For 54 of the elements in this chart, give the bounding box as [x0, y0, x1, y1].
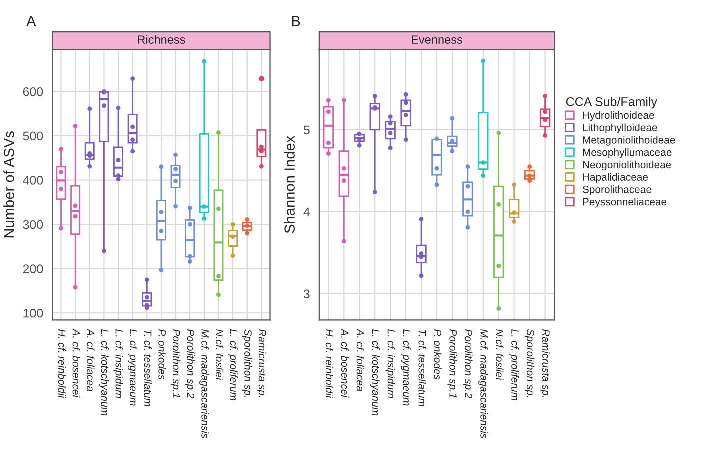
- legend-label: Metagoniolithoideae: [583, 136, 676, 146]
- y-axis-title: Shannon Index: [284, 136, 295, 234]
- y-tick-label: 400: [23, 176, 44, 185]
- y-tick-label: 200: [23, 264, 44, 274]
- x-tick-label: H. cf. reinboldii: [58, 330, 66, 398]
- x-tick-label: L. cf. kotschyanum: [99, 330, 110, 416]
- x-tick-label: A. cf. bosencei: [341, 328, 350, 398]
- chart-title: Richness: [138, 35, 186, 44]
- x-tick-label: Porolithon sp.2: [463, 330, 473, 399]
- legend-label: Neogoniolithoideae: [583, 160, 672, 171]
- x-tick-label: L. cf. insipidum: [386, 330, 396, 398]
- y-axis-title: Number of ASVs: [4, 132, 14, 238]
- x-tick-label: Ramicrusta sp.: [256, 330, 267, 398]
- x-tick-label: Porolithon sp.2: [185, 330, 195, 399]
- legend-label: Peyssonneliaceae: [583, 198, 667, 208]
- x-tick-label: A. cf. foliacea: [356, 328, 364, 392]
- x-tick-label: M.cf. madagascariensis: [200, 330, 210, 438]
- legend-label: Sporolithaceae: [582, 186, 652, 196]
- x-tick-label: L. cf. pygmaeum: [401, 330, 411, 406]
- legend-label: Mesophyllumaceae: [583, 148, 672, 158]
- x-tick-label: Sporolithon sp.: [242, 330, 252, 398]
- chart-title: Evenness: [412, 36, 462, 44]
- x-tick-label: L. cf. pygmaeum: [128, 330, 138, 406]
- x-tick-label: Porolithon sp.1: [448, 330, 458, 398]
- x-tick-label: L. cf. kotschyanum: [370, 330, 380, 416]
- x-tick-label: M.cf. madagascariensis: [478, 330, 488, 438]
- x-tick-label: L. cf. proliferum: [510, 330, 520, 401]
- x-tick-label: T. cf. tessellatum: [144, 330, 152, 407]
- x-tick-label: Porolithon sp.1: [170, 330, 181, 398]
- x-tick-label: P. onkodes: [434, 330, 442, 380]
- x-tick-label: P. onkodes: [158, 330, 166, 380]
- y-tick-label: 5: [304, 126, 310, 135]
- x-tick-label: A. cf. bosencei: [72, 328, 80, 398]
- x-tick-label: N.cf. fosliei: [496, 330, 504, 380]
- text: B: [292, 16, 300, 26]
- y-tick-label: 600: [23, 87, 44, 96]
- legend-label: Lithophylloideae: [583, 124, 658, 134]
- y-tick-label: 3: [304, 290, 310, 299]
- y-tick-label: 300: [23, 220, 44, 230]
- y-tick-label: 500: [23, 132, 44, 141]
- legend-title: CCA Sub/Family: [566, 97, 658, 109]
- legend-label: Hydrolithoideae: [583, 111, 654, 122]
- y-tick-label: 100: [24, 308, 44, 318]
- x-tick-label: H. cf. reinboldii: [326, 330, 334, 398]
- x-tick-label: Sporolithon sp.: [524, 330, 535, 398]
- x-tick-label: N.cf. fosliei: [216, 330, 224, 380]
- text: A: [26, 16, 36, 26]
- x-tick-label: L. cf. proliferum: [228, 330, 238, 401]
- x-tick-label: T. cf. tessellatum: [418, 330, 426, 407]
- y-tick-label: 4: [304, 208, 310, 216]
- legend-label: Hapalidiaceae: [583, 173, 648, 184]
- x-tick-label: Ramicrusta sp.: [540, 330, 550, 398]
- x-tick-label: L. cf. insipidum: [114, 330, 124, 398]
- x-tick-label: A. cf. foliacea: [87, 328, 95, 392]
